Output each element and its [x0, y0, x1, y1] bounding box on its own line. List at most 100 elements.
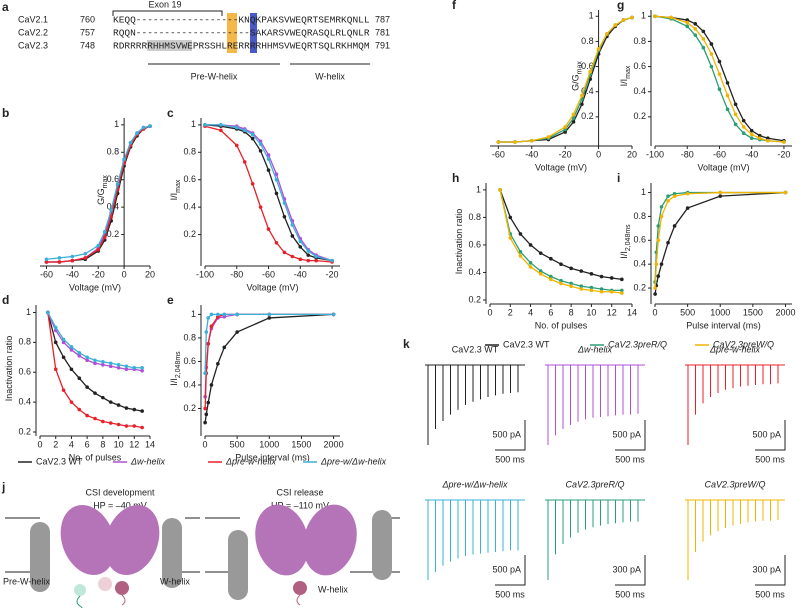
data-point	[69, 400, 74, 404]
x-tick-label: 14	[627, 307, 637, 317]
series-line	[204, 125, 333, 263]
data-point	[653, 292, 657, 296]
series-line	[654, 191, 786, 295]
time-scale: 500 ms	[495, 454, 525, 464]
diagram: j CSI development HP = –40 mV CSI releas…	[1, 480, 400, 608]
data-point	[141, 125, 146, 130]
data-point	[61, 388, 66, 392]
y-tick-label: 0.8	[633, 36, 646, 46]
x-tick-label: 6	[85, 439, 90, 449]
y-tick-label: 0.4	[581, 86, 594, 96]
channel	[104, 505, 160, 575]
data-point	[672, 194, 677, 198]
data-point	[656, 238, 661, 243]
data-point	[306, 258, 311, 263]
panel-label: d	[2, 293, 9, 307]
scale-bar	[615, 555, 646, 586]
data-point	[589, 285, 594, 290]
x-tick-label: -40	[294, 269, 307, 279]
y-axis-label: I/Imax	[169, 179, 181, 200]
data-point	[116, 365, 121, 370]
data-point	[235, 312, 239, 317]
data-point	[44, 257, 49, 262]
y-tick-label: 0.6	[18, 367, 31, 377]
series-line	[204, 313, 334, 397]
data-point	[61, 355, 66, 360]
data-point	[749, 132, 754, 137]
current-scale: 500 pA	[612, 429, 641, 439]
data-point	[53, 325, 58, 330]
data-point	[498, 188, 502, 192]
data-point	[124, 364, 129, 369]
data-point	[709, 42, 714, 46]
panel-label: g	[617, 0, 624, 12]
data-point	[546, 135, 551, 139]
helix	[115, 581, 129, 595]
linker	[76, 595, 83, 608]
y-axis-label-main: Inactivation ratio	[454, 209, 464, 275]
data-point	[518, 232, 523, 236]
data-point	[709, 52, 714, 56]
data-point	[718, 194, 723, 198]
linker	[121, 594, 126, 606]
trace-title: Δpre-w-helix	[709, 344, 761, 354]
data-point	[234, 125, 239, 130]
data-point	[701, 29, 706, 34]
data-point	[571, 112, 576, 117]
data-point	[61, 340, 66, 345]
x-tick-label: 0	[596, 149, 601, 159]
y-tick-label: 0.4	[183, 379, 196, 389]
data-point	[589, 272, 594, 276]
state-hp: HP = –40 mV	[93, 500, 147, 510]
y-tick-label: 1	[114, 119, 119, 129]
y-tick-label: 0.4	[633, 259, 646, 269]
data-point	[314, 258, 318, 263]
current-scale: 300 pA	[612, 564, 641, 574]
data-point	[222, 312, 227, 317]
legend-label: CaV2.3 WT	[36, 456, 83, 466]
data-point	[124, 367, 129, 372]
data-point	[559, 278, 563, 283]
end-position: 791	[375, 40, 390, 50]
data-point	[563, 130, 567, 134]
y-tick-label: 1	[26, 307, 31, 317]
x-tick-label: 500	[230, 439, 245, 449]
state-title: CSI release	[276, 487, 323, 497]
data-point	[219, 123, 223, 127]
data-point	[209, 324, 214, 328]
x-tick-label: 8	[100, 439, 105, 449]
data-point	[93, 391, 97, 395]
data-point	[124, 424, 129, 428]
data-point	[61, 337, 66, 342]
sequence: RQQN--------------------SAKARSVWEQRASQLR…	[113, 28, 370, 39]
scale-bar	[495, 420, 526, 451]
start-position: 760	[80, 14, 95, 24]
y-axis-label-sub: max	[175, 179, 182, 193]
x-tick-label: 20	[627, 149, 637, 159]
x-tick-label: 2	[508, 307, 513, 317]
x-axis-label: Voltage (mV)	[246, 282, 298, 292]
data-point	[69, 348, 74, 352]
data-point	[108, 400, 113, 404]
series-line	[204, 124, 333, 262]
data-point	[282, 201, 287, 205]
data-point	[599, 274, 604, 279]
y-tick-label: 0.2	[183, 403, 196, 413]
data-point	[559, 262, 563, 267]
y-axis-label: Inactivation ratio	[454, 209, 464, 275]
data-point	[749, 136, 754, 141]
data-point	[569, 281, 573, 286]
x-tick-label: 20	[145, 269, 155, 279]
data-point	[725, 107, 730, 112]
data-point	[85, 355, 89, 360]
data-point	[580, 93, 584, 98]
x-tick-label: 6	[548, 307, 553, 317]
data-point	[132, 424, 137, 428]
x-tick-label: -20	[92, 269, 105, 279]
data-point	[741, 118, 746, 123]
data-point	[140, 409, 144, 413]
channel	[60, 505, 116, 575]
data-point	[206, 400, 211, 405]
legend-label: CaV2.3preR/Q	[608, 339, 667, 349]
